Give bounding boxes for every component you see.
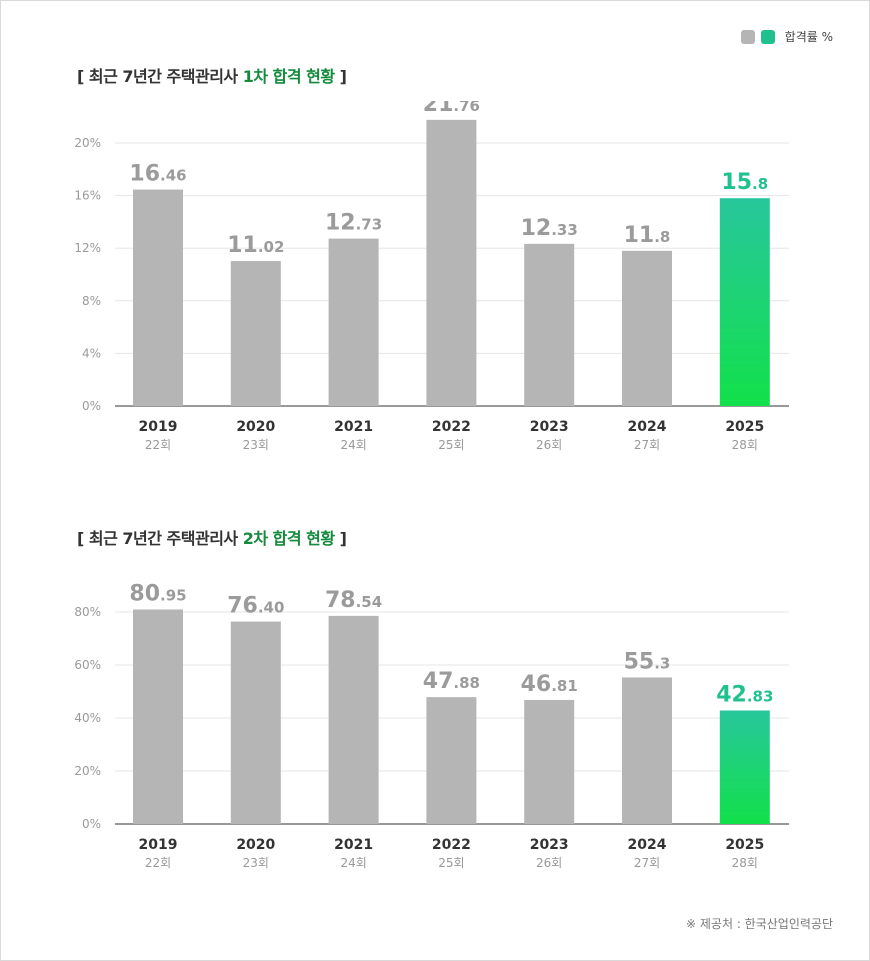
bar (133, 609, 183, 824)
legend: 합격률 % (740, 28, 833, 45)
x-sublabel: 26회 (536, 438, 562, 452)
chart-2-second-exam: 0% 20% 40% 60% 80% 80.95 2019 22회 76.40 2020 23회 78… (74, 581, 789, 870)
x-sublabel: 28회 (732, 856, 758, 870)
x-sublabel: 25회 (438, 438, 464, 452)
x-sublabel: 26회 (536, 856, 562, 870)
x-sublabel: 24회 (340, 856, 366, 870)
x-category-label: 2025 (725, 837, 764, 853)
legend-label: 합격률 % (784, 30, 833, 44)
x-sublabel: 23회 (243, 438, 269, 452)
x-sublabel: 23회 (243, 856, 269, 870)
legend-gray-swatch (740, 29, 755, 44)
x-category-label: 2023 (530, 837, 569, 853)
bar-value-label: 76.40 (227, 594, 284, 619)
x-sublabel: 24회 (340, 438, 366, 452)
bar-value-label: 78.54 (325, 588, 382, 613)
chart-1-first-exam: 0% 4% 8% 12% 16% 20% 16.46 2019 22회 11.02 2020 23회 1… (74, 101, 789, 452)
y-tick-label: 20% (74, 136, 101, 150)
bar-highlight (719, 710, 770, 824)
bar-value-label: 12.33 (521, 216, 578, 241)
y-tick-label: 20% (74, 764, 101, 778)
bar-value-label: 55.3 (624, 649, 671, 674)
y-tick-label: 80% (74, 605, 101, 619)
x-category-label: 2024 (628, 419, 667, 435)
x-sublabel: 27회 (634, 856, 660, 870)
bar (230, 621, 281, 824)
y-tick-label: 0% (82, 817, 101, 831)
bar-value-label: 42.83 (716, 683, 773, 708)
bar (622, 677, 672, 824)
y-tick-label: 8% (82, 294, 101, 308)
x-sublabel: 28회 (732, 438, 758, 452)
bar (426, 119, 477, 406)
bar (328, 238, 379, 406)
bar (133, 189, 183, 406)
x-category-label: 2022 (432, 837, 471, 853)
x-category-label: 2025 (725, 419, 764, 435)
x-sublabel: 25회 (438, 856, 464, 870)
chart-1-title-suffix: ] (334, 67, 347, 86)
legend-green-swatch (760, 29, 775, 44)
x-category-label: 2021 (334, 419, 373, 435)
chart-2-title-highlight: 2차 합격 현황 (242, 529, 335, 548)
chart-1-title-prefix: [ 최근 7년간 주택관리사 (77, 67, 243, 86)
chart-1-title: [ 최근 7년간 주택관리사 1차 합격 현황 ] (77, 63, 347, 87)
x-sublabel: 22회 (145, 438, 171, 452)
y-tick-label: 40% (74, 711, 101, 725)
bar-value-label: 11.8 (624, 223, 671, 248)
chart-1-title-highlight: 1차 합격 현황 (242, 67, 335, 86)
bar (230, 261, 281, 406)
chart-2-title: [ 최근 7년간 주택관리사 2차 합격 현황 ] (77, 525, 347, 549)
bar-value-label: 21.76 (423, 101, 480, 117)
x-category-label: 2019 (139, 419, 178, 435)
y-tick-label: 60% (74, 658, 101, 672)
bar-value-label: 15.8 (721, 170, 768, 195)
bar-value-label: 11.02 (227, 233, 284, 258)
bar (622, 250, 672, 406)
y-tick-label: 12% (74, 241, 101, 255)
x-category-label: 2022 (432, 419, 471, 435)
x-sublabel: 27회 (634, 438, 660, 452)
bar (524, 243, 575, 406)
x-category-label: 2019 (139, 837, 178, 853)
bar-highlight (719, 198, 770, 406)
bar (426, 697, 477, 824)
bar-value-label: 16.46 (129, 162, 186, 187)
chart-2-title-prefix: [ 최근 7년간 주택관리사 (77, 529, 243, 548)
bar-value-label: 12.73 (325, 211, 382, 236)
x-sublabel: 22회 (145, 856, 171, 870)
x-category-label: 2020 (236, 419, 275, 435)
bar-value-label: 47.88 (423, 669, 480, 694)
x-category-label: 2024 (628, 837, 667, 853)
x-category-label: 2020 (236, 837, 275, 853)
y-tick-label: 0% (82, 399, 101, 413)
bar-value-label: 46.81 (521, 672, 578, 697)
bar (524, 699, 575, 824)
chart-2-title-suffix: ] (334, 529, 347, 548)
bar-value-label: 80.95 (129, 581, 186, 606)
x-category-label: 2021 (334, 837, 373, 853)
bar (328, 615, 379, 824)
source-note: ※ 제공처 : 한국산업인력공단 (686, 917, 833, 931)
y-tick-label: 16% (74, 189, 101, 203)
y-tick-label: 4% (82, 346, 101, 360)
x-category-label: 2023 (530, 419, 569, 435)
